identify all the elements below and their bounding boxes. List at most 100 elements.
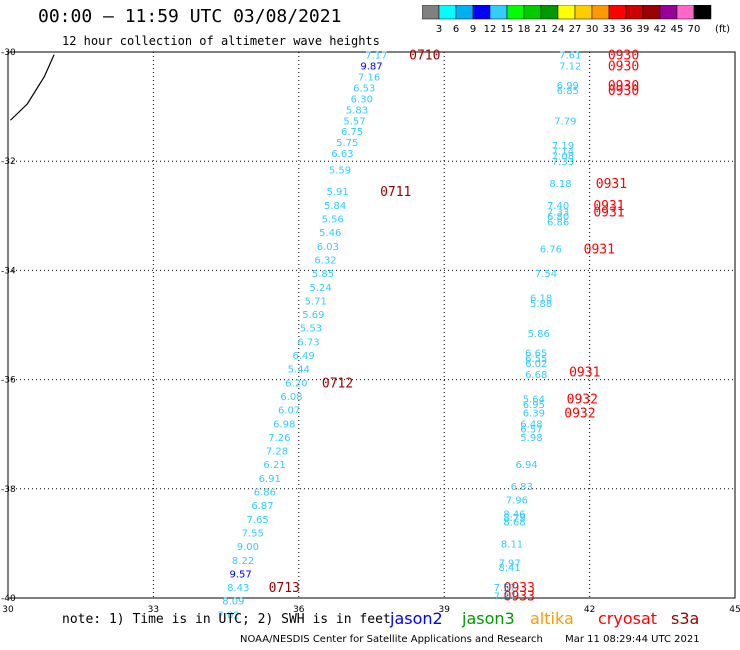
swh-value-label: 6.98 (273, 419, 295, 430)
pass-time-label: 0932 (564, 406, 595, 421)
swh-value-label: 5.71 (305, 296, 327, 307)
swh-value-label: 5.64 (523, 395, 545, 406)
swh-value-label: 7.17 (365, 51, 387, 62)
color-scale-tick: 39 (637, 24, 650, 35)
pass-time-label: 0931 (584, 243, 615, 258)
swh-value-label: 5.88 (530, 299, 552, 310)
swh-value-label: 8.43 (227, 583, 249, 594)
pass-time-label: 0931 (596, 177, 627, 192)
pass-time-label: 0931 (593, 199, 624, 214)
color-scale-tick: 42 (654, 24, 667, 35)
swh-value-label: 7.54 (535, 269, 557, 280)
swh-value-label: 5.59 (329, 165, 351, 176)
swh-value-label: 7.08 (552, 152, 574, 163)
pass-time-label: 0931 (593, 205, 624, 220)
swh-value-label: 7.28 (266, 447, 288, 458)
swh-value-label: 6.80 (547, 212, 569, 223)
swh-value-label: 7.65 (246, 515, 268, 526)
swh-value-label: 8.22 (232, 556, 254, 567)
swh-value-label: 7.14 (552, 146, 574, 157)
swh-value-label: 5.86 (528, 329, 550, 340)
swh-value-label: 6.18 (530, 294, 552, 305)
x-tick-label: 33 (148, 605, 159, 615)
swh-value-label: 7.97 (498, 559, 520, 570)
swh-value-label: 6.83 (511, 482, 533, 493)
color-scale-legend: 3 6 9 12 15 18 21 24 27 30 33 36 39 42 45 70 (ft) (421, 4, 740, 35)
swh-value-label: 7.02 (217, 610, 239, 621)
swh-value-label: 7.19 (552, 141, 574, 152)
color-scale-tick: 45 (671, 24, 684, 35)
color-scale-tick: 9 (470, 24, 476, 35)
swh-value-label: 5.57 (343, 116, 365, 127)
swh-value-label: 5.85 (312, 269, 334, 280)
legend-jason2: jason2 (390, 609, 443, 628)
swh-value-label: 5.46 (319, 228, 341, 239)
swh-value-label: 7.12 (559, 62, 581, 73)
legend-cryosat: cryosat (598, 609, 658, 628)
x-tick-label: 42 (584, 605, 595, 615)
color-scale-unit: (ft) (715, 24, 730, 35)
swh-value-label: 6.68 (525, 370, 547, 381)
y-tick-label: -30 (1, 48, 16, 58)
swh-value-label: 5.44 (288, 365, 310, 376)
swh-value-label: 5.69 (302, 310, 324, 321)
swh-value-label: 6.99 (557, 81, 579, 92)
pass-time-label: 0711 (380, 185, 411, 200)
color-scale-tick: 36 (620, 24, 633, 35)
color-scale-tick: 18 (518, 24, 531, 35)
swh-value-label: 6.76 (540, 245, 562, 256)
swh-value-label: 6.85 (557, 86, 579, 97)
swh-value-label: 7.96 (506, 496, 528, 507)
color-scale-tick: 3 (436, 24, 442, 35)
swh-value-label: 8.11 (501, 539, 523, 550)
swh-value-label: 5.84 (324, 201, 346, 212)
pass-time-label: 0712 (322, 376, 353, 391)
color-scale-tick: 6 (453, 24, 459, 35)
swh-value-label: 6.95 (523, 400, 545, 411)
swh-value-label: 7.16 (358, 73, 380, 84)
color-scale-svg: 3 6 9 12 15 18 21 24 27 30 33 36 39 42 45 70 (ft) (421, 4, 730, 35)
coastline (10, 54, 55, 121)
swh-value-label: 6.53 (353, 83, 375, 94)
footer-timestamp: Mar 11 08:29:44 UTC 2021 (565, 634, 700, 645)
swh-value-label: 5.24 (309, 283, 331, 294)
color-scale-tick: 30 (586, 24, 599, 35)
x-tick-label: 36 (293, 605, 305, 615)
swh-value-label: 5.98 (520, 433, 542, 444)
swh-value-label: 9.87 (360, 62, 382, 73)
pass-time-label: 0713 (269, 581, 300, 596)
swh-value-label: 6.39 (523, 408, 545, 419)
color-scale-tick: 70 (688, 24, 701, 35)
y-tick-label: -40 (1, 594, 16, 604)
color-scale-tick: 12 (484, 24, 497, 35)
legend-altika: altika (530, 609, 574, 628)
swh-value-label: 7.57 (494, 583, 516, 594)
footer: NOAA/NESDIS Center for Satellite Applica… (240, 634, 700, 645)
swh-value-label: 6.03 (317, 242, 339, 253)
x-tick-label: 45 (729, 605, 740, 615)
swh-value-label: 6.75 (341, 127, 363, 138)
swh-value-label: 6.87 (251, 501, 273, 512)
note-text: note: 1) Time is in UTC; 2) SWH is in fe… (62, 612, 391, 627)
swh-value-label: 5.91 (326, 187, 348, 198)
swh-value-label: 8.41 (498, 563, 520, 574)
pass-time-label: 0930 (608, 79, 639, 94)
y-tick-label: -38 (1, 485, 16, 495)
swh-value-label: 6.30 (351, 94, 373, 105)
chart-subtitle: 12 hour collection of altimeter wave hei… (62, 34, 380, 48)
pass-time-label: 0930 (608, 60, 639, 75)
pass-time-label: 0710 (409, 49, 440, 64)
color-scale-tick: 33 (603, 24, 616, 35)
plot-frame (7, 51, 736, 599)
swh-value-label: 8.18 (549, 179, 571, 190)
color-scale-tick: 21 (535, 24, 548, 35)
y-tick-label: -36 (1, 376, 16, 386)
pass-time-label: 0930 (608, 84, 639, 99)
pass-time-label: 0930 (608, 49, 639, 64)
pass-time-label: 0932 (567, 393, 598, 408)
swh-value-label: 6.20 (285, 378, 307, 389)
swh-value-label: 7.26 (268, 433, 290, 444)
swh-value-label: 8.68 (503, 518, 525, 529)
legend-s3a: s3a (671, 609, 700, 628)
